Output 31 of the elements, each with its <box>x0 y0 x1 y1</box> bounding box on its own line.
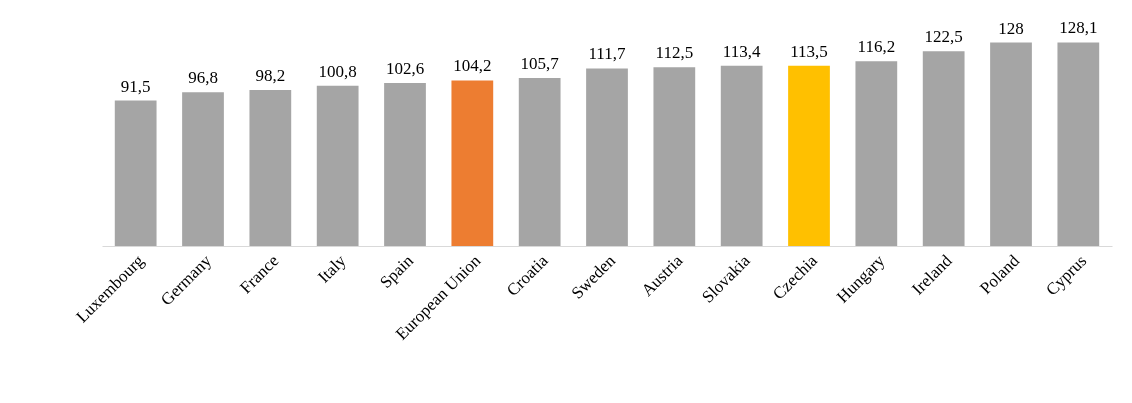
bar <box>1057 42 1100 246</box>
data-label: 128 <box>998 18 1024 38</box>
x-tick-label: Italy <box>314 250 351 287</box>
bar <box>653 67 696 246</box>
data-label: 111,7 <box>588 44 626 64</box>
data-label: 91,5 <box>120 76 151 96</box>
data-label: 102,6 <box>385 58 425 78</box>
bar <box>586 68 628 246</box>
bar <box>922 51 965 246</box>
data-label: 105,7 <box>520 54 560 74</box>
bar <box>114 100 157 246</box>
bar <box>788 65 830 246</box>
data-label: 128,1 <box>1059 18 1098 38</box>
data-label: 98,2 <box>255 65 286 85</box>
bar <box>451 80 494 246</box>
data-label: 116,2 <box>857 37 896 57</box>
bar <box>720 65 763 246</box>
data-label: 113,5 <box>790 41 828 61</box>
data-label: 96,8 <box>188 68 218 88</box>
bar <box>990 42 1032 246</box>
data-label: 100,8 <box>318 61 357 81</box>
data-label: 113,4 <box>722 41 761 61</box>
data-label: 104,2 <box>453 56 492 76</box>
bar <box>855 61 898 246</box>
bar <box>518 78 561 246</box>
data-label: 112,5 <box>655 43 694 63</box>
bar <box>249 89 292 246</box>
bar <box>316 85 359 246</box>
bar <box>182 92 224 246</box>
data-label: 122,5 <box>924 27 963 47</box>
bar <box>384 82 426 246</box>
